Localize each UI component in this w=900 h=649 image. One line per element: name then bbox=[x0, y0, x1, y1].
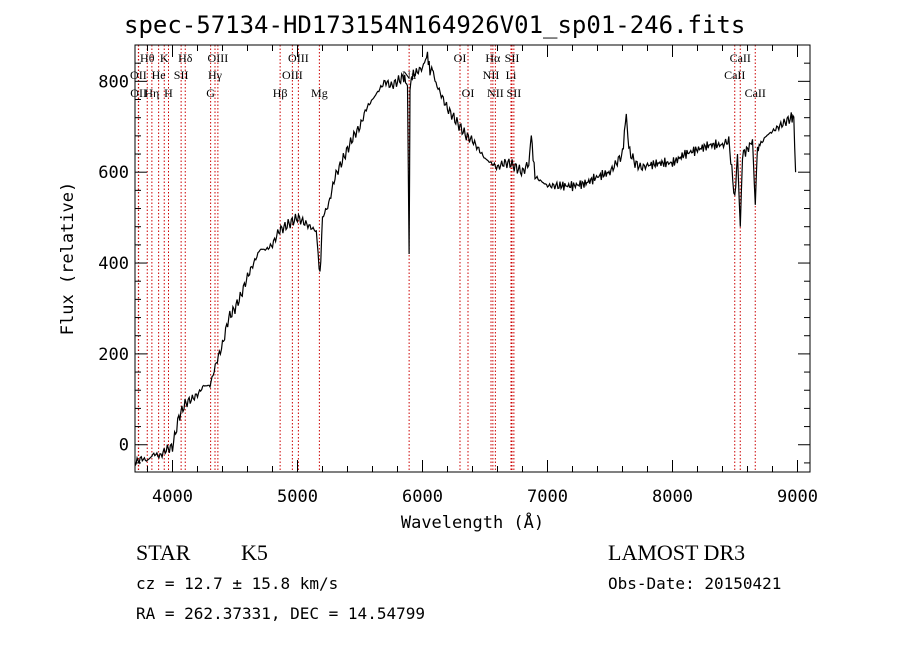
marker-label-oiii: OIII bbox=[282, 68, 303, 82]
marker-label-nii: NII bbox=[483, 68, 500, 82]
spectrum-series bbox=[134, 51, 797, 467]
marker-label-na: Na bbox=[402, 68, 417, 82]
marker-label-caii: CaII bbox=[730, 51, 751, 65]
x-tick-label-4000: 4000 bbox=[152, 487, 193, 507]
x-tick-label-6000: 6000 bbox=[402, 487, 443, 507]
marker-label-sii: SII bbox=[174, 68, 189, 82]
y-axis-label: Flux (relative) bbox=[58, 182, 78, 336]
x-tick-label-9000: 9000 bbox=[777, 487, 818, 507]
marker-label-nii: NII bbox=[487, 86, 504, 100]
x-tick-label-7000: 7000 bbox=[527, 487, 568, 507]
marker-label-oi: OI bbox=[454, 51, 467, 65]
coordinates: RA = 262.37331, DEC = 14.54799 bbox=[136, 604, 425, 623]
marker-label-oii: OII bbox=[130, 86, 147, 100]
x-axis-label: Wavelength (Å) bbox=[401, 511, 544, 533]
marker-label-caii: CaII bbox=[724, 68, 745, 82]
marker-label-hη: Hη bbox=[144, 86, 159, 100]
y-tick-label-0: 0 bbox=[119, 436, 129, 456]
marker-label-k: K bbox=[160, 51, 169, 65]
marker-label-mg: Mg bbox=[311, 86, 328, 100]
marker-label-hγ: Hγ bbox=[208, 68, 223, 82]
marker-label-oi: OI bbox=[462, 86, 475, 100]
object-type: STAR bbox=[136, 540, 191, 565]
marker-label-hθ: Hθ bbox=[140, 51, 155, 65]
marker-label-sii: SII bbox=[505, 51, 520, 65]
marker-label-sii: SII bbox=[507, 86, 522, 100]
y-tick-label-600: 600 bbox=[98, 163, 129, 183]
y-tick-label-200: 200 bbox=[98, 345, 129, 365]
marker-label-caii: CaII bbox=[745, 86, 766, 100]
marker-label-he: He bbox=[152, 68, 166, 82]
marker-label-oii: OII bbox=[130, 68, 147, 82]
y-tick-label-800: 800 bbox=[98, 72, 129, 92]
marker-label-li: Li bbox=[506, 68, 517, 82]
redshift-readout: cz = 12.7 ± 15.8 km/s bbox=[136, 574, 339, 593]
marker-label-oiii: OIII bbox=[208, 51, 229, 65]
obs-date: Obs-Date: 20150421 bbox=[608, 574, 782, 593]
chart-title: spec-57134-HD173154N164926V01_sp01-246.f… bbox=[124, 11, 746, 39]
marker-label-hδ: Hδ bbox=[178, 51, 193, 65]
survey-name: LAMOST DR3 bbox=[608, 540, 746, 565]
y-tick-label-400: 400 bbox=[98, 254, 129, 274]
marker-label-g: G bbox=[206, 86, 215, 100]
marker-label-hβ: Hβ bbox=[273, 86, 288, 100]
x-tick-label-5000: 5000 bbox=[277, 487, 318, 507]
marker-label-oiii: OIII bbox=[288, 51, 309, 65]
spectral-subclass: K5 bbox=[241, 540, 268, 565]
marker-label-h: H bbox=[164, 86, 173, 100]
marker-label-hα: Hα bbox=[485, 51, 501, 65]
plot-frame bbox=[134, 44, 811, 473]
x-tick-label-8000: 8000 bbox=[652, 487, 693, 507]
